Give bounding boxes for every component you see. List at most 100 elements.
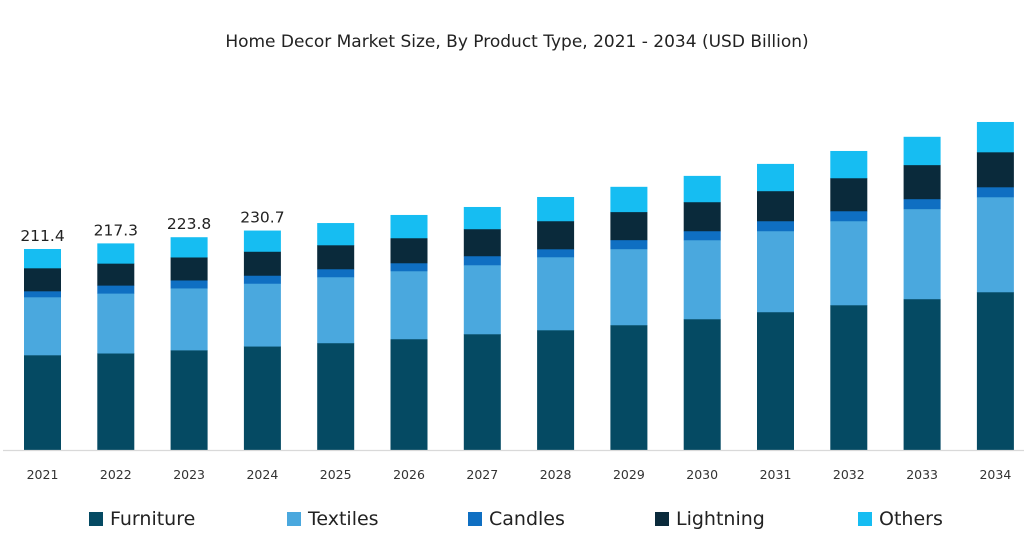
bar-others-2028 [537, 196, 575, 222]
legend-swatch [468, 512, 482, 526]
bar-candles-2027 [463, 255, 501, 266]
bar-lightning-2031 [757, 190, 794, 222]
bars-group [24, 121, 1014, 451]
bar-stack-2032 [830, 150, 868, 451]
bar-stack-2024 [243, 230, 281, 451]
x-tick-label: 2030 [686, 467, 718, 482]
bar-stack-2034 [976, 121, 1014, 451]
x-tick-label: 2022 [100, 467, 132, 482]
x-tick-label: 2034 [979, 467, 1011, 482]
bar-lightning-2029 [610, 211, 648, 241]
bar-furniture-2033 [903, 298, 941, 451]
bar-stack-2021 [24, 249, 61, 451]
bar-furniture-2030 [683, 318, 721, 451]
x-tick-label: 2024 [246, 467, 278, 482]
bar-stack-2030 [683, 175, 721, 451]
legend-swatch [858, 512, 872, 526]
bar-candles-2031 [757, 220, 794, 232]
bar-textiles-2026 [390, 270, 428, 340]
legend-label: Textiles [308, 508, 379, 530]
bar-others-2027 [463, 206, 501, 230]
bar-textiles-2031 [757, 230, 794, 313]
bar-lightning-2024 [243, 251, 281, 276]
bar-furniture-2023 [170, 350, 208, 451]
bar-textiles-2023 [170, 288, 208, 351]
bar-furniture-2028 [537, 330, 575, 451]
bar-lightning-2028 [537, 220, 575, 250]
bar-candles-2030 [683, 230, 721, 241]
legend-label: Lightning [676, 508, 765, 530]
bar-furniture-2031 [757, 311, 794, 451]
x-tick-label: 2028 [540, 467, 572, 482]
x-tick-label: 2031 [760, 467, 792, 482]
x-tick-label: 2027 [466, 467, 498, 482]
x-tick-label: 2032 [833, 467, 865, 482]
bar-furniture-2032 [830, 305, 868, 451]
bar-textiles-2030 [683, 239, 721, 320]
bar-textiles-2029 [610, 248, 648, 326]
x-tick-label: 2033 [906, 467, 938, 482]
x-tick-label: 2029 [613, 467, 645, 482]
bar-stack-2027 [463, 206, 501, 451]
data-label-2022: 217.3 [94, 221, 138, 239]
bar-others-2030 [683, 175, 721, 203]
x-tick-label: 2025 [320, 467, 352, 482]
legend-item-lightning: Lightning [655, 508, 765, 530]
legend-swatch [655, 512, 669, 526]
legend-swatch [89, 512, 103, 526]
bar-stack-2031 [757, 163, 794, 451]
bar-stack-2026 [390, 214, 428, 451]
bar-furniture-2026 [390, 338, 428, 451]
bar-stack-2025 [317, 223, 355, 451]
bar-stack-2029 [610, 186, 648, 451]
bar-lightning-2022 [97, 263, 135, 286]
data-label-2021: 211.4 [20, 227, 64, 245]
bar-stack-2022 [97, 243, 135, 451]
bar-candles-2032 [830, 210, 868, 222]
legend-label: Furniture [110, 508, 196, 530]
bar-furniture-2024 [243, 346, 281, 451]
bar-others-2034 [976, 121, 1014, 153]
bar-others-2029 [610, 186, 648, 213]
legend-label: Candles [489, 508, 565, 530]
legend-item-candles: Candles [468, 508, 565, 530]
bar-candles-2033 [903, 198, 941, 210]
chart-title: Home Decor Market Size, By Product Type,… [225, 32, 808, 52]
bar-candles-2021 [24, 291, 61, 298]
x-tick-label: 2021 [27, 467, 59, 482]
bar-others-2032 [830, 150, 868, 179]
x-tick-label: 2026 [393, 467, 425, 482]
legend-item-others: Others [858, 508, 943, 530]
bar-lightning-2025 [317, 245, 355, 270]
data-labels: 211.4 217.3 223.8 230.7 [20, 209, 284, 245]
data-label-2023: 223.8 [167, 215, 211, 233]
bar-furniture-2034 [976, 291, 1014, 451]
bar-textiles-2025 [317, 276, 355, 344]
bar-furniture-2022 [97, 353, 135, 451]
data-label-2024: 230.7 [240, 209, 284, 227]
x-axis-ticks: 2021 2022 2023 2024 2025 2026 2027 2028 2029 2030… [27, 467, 1012, 482]
legend-label: Others [879, 508, 943, 530]
bar-furniture-2021 [24, 355, 61, 451]
bar-stack-2028 [537, 196, 575, 451]
bar-textiles-2027 [463, 264, 501, 335]
bar-candles-2026 [390, 262, 428, 272]
bar-textiles-2034 [976, 196, 1014, 293]
bar-textiles-2022 [97, 293, 135, 354]
bar-others-2021 [24, 249, 61, 269]
legend: Furniture Textiles Candles Lightning Others [0, 508, 1024, 538]
bar-textiles-2028 [537, 256, 575, 331]
bar-others-2024 [243, 230, 281, 252]
bar-others-2025 [317, 223, 355, 246]
legend-swatch [287, 512, 301, 526]
bar-textiles-2021 [24, 297, 61, 356]
bar-lightning-2030 [683, 201, 721, 232]
legend-item-furniture: Furniture [89, 508, 195, 530]
bar-textiles-2032 [830, 220, 868, 306]
bar-textiles-2033 [903, 208, 941, 300]
bar-candles-2024 [243, 275, 281, 284]
bar-candles-2034 [976, 187, 1014, 198]
bar-furniture-2027 [463, 334, 501, 451]
bar-lightning-2034 [976, 152, 1014, 188]
